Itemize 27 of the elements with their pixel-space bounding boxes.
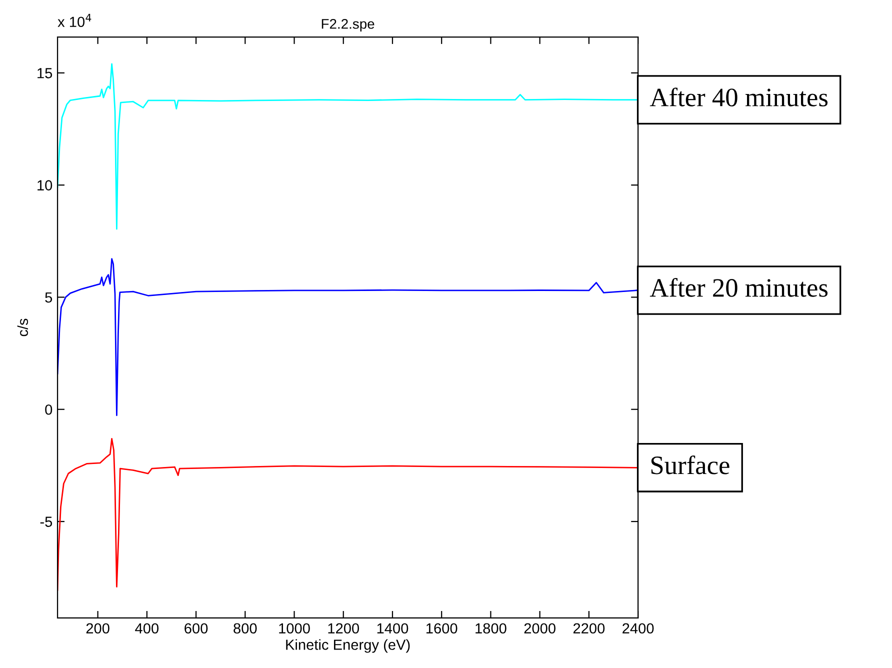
y-tick-label: 0: [45, 404, 52, 415]
y-axis-title: c/s: [17, 318, 28, 336]
x-tick-label: 800: [234, 623, 257, 634]
x-tick-label: 1400: [377, 623, 408, 634]
x-tick-label: 1200: [328, 623, 360, 634]
x-tick-label: 2200: [573, 623, 605, 634]
y-tick-label: 15: [38, 68, 52, 78]
x-tick-label: 2400: [622, 623, 654, 634]
line-series: [58, 63, 638, 230]
series-label: After 20 minutes: [650, 278, 828, 297]
x-tick-label: 1600: [426, 623, 458, 634]
x-axis-title: Kinetic Energy (eV): [286, 639, 410, 653]
y-tick-label: -5: [40, 516, 52, 527]
series-label: After 40 minutes: [650, 88, 828, 106]
x-tick-label: 1000: [279, 623, 310, 634]
y-tick-label: 5: [45, 292, 52, 303]
chart-title: F2.2.spe: [322, 18, 374, 32]
line-series: [58, 258, 638, 416]
x-tick-label: 600: [184, 623, 208, 634]
y-tick-label: 10: [38, 180, 52, 190]
x-tick-label: 200: [86, 623, 110, 634]
x-tick-label: 2000: [524, 623, 556, 634]
text: x 10$^{4}$: [58, 14, 92, 28]
series-label: Surface: [651, 455, 730, 474]
line-series: [58, 438, 638, 591]
x-tick-label: 400: [135, 623, 159, 634]
x-tick-label: 1800: [476, 623, 506, 634]
